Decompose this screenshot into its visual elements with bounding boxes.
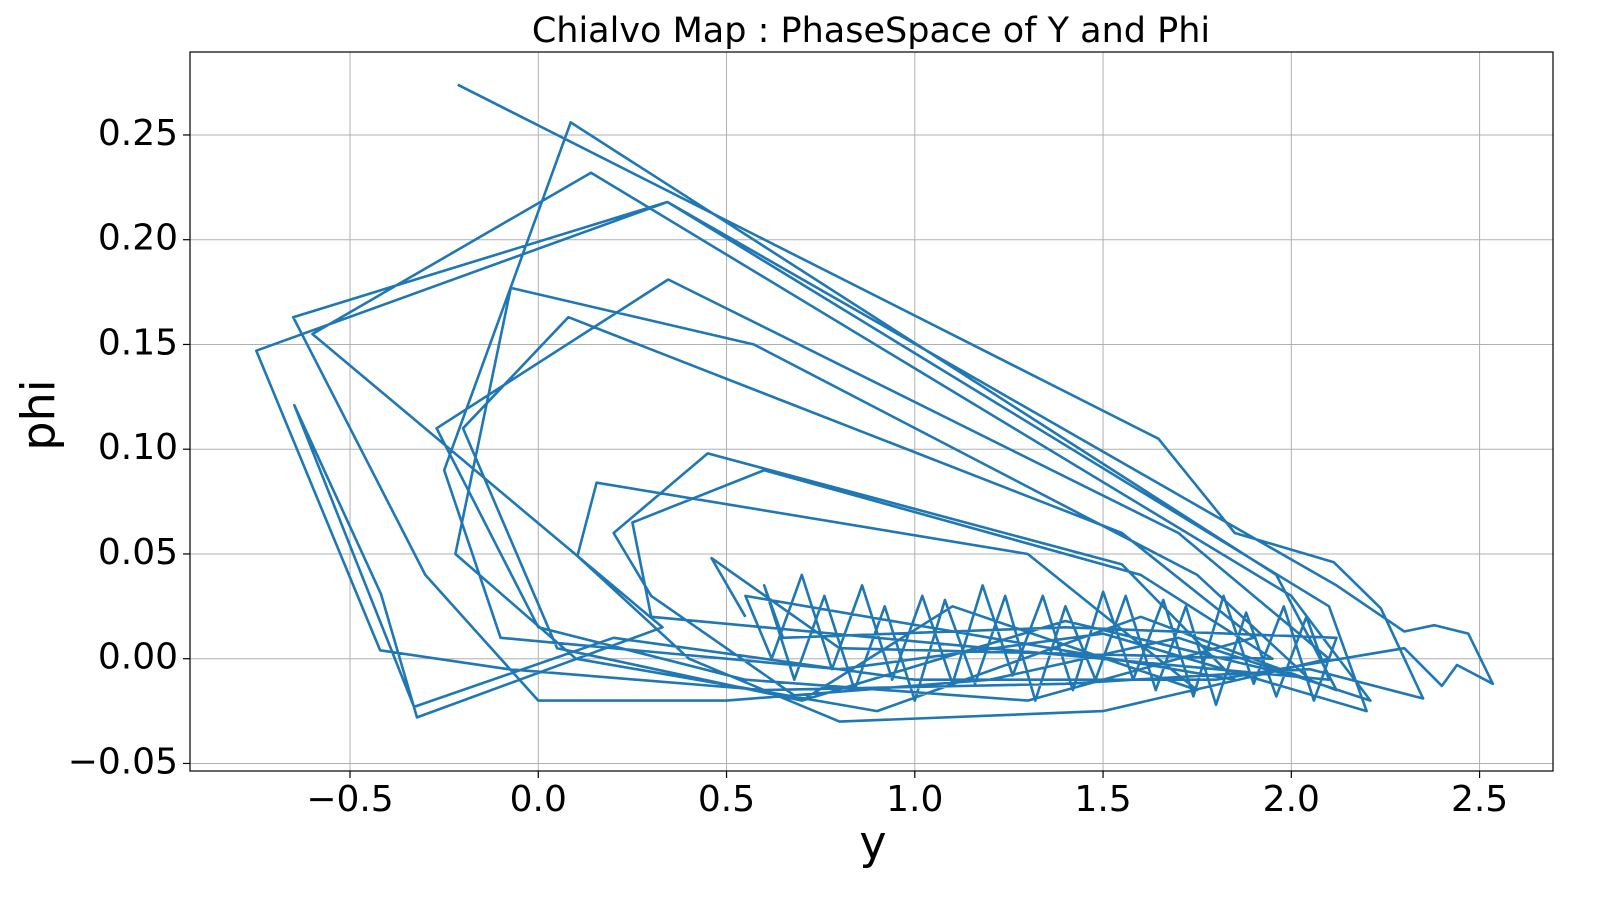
y-tick-label: 0.20 — [98, 218, 178, 259]
y-tick-label: −0.05 — [68, 741, 178, 782]
plot-frame — [189, 51, 1554, 772]
y-tick-label: 0.15 — [98, 322, 178, 363]
x-tick-label: 0.0 — [510, 779, 567, 820]
y-axis-label: phi — [12, 379, 66, 450]
x-tick-label: 1.0 — [886, 779, 943, 820]
x-tick-label: −0.5 — [306, 779, 393, 820]
y-tick-label: 0.10 — [98, 427, 178, 468]
y-tick-label: 0.25 — [98, 113, 178, 154]
y-tick-label: 0.05 — [98, 532, 178, 573]
x-tick-label: 2.0 — [1263, 779, 1320, 820]
x-axis-label: y — [859, 816, 886, 870]
x-tick-label: 0.5 — [698, 779, 755, 820]
x-tick-label: 2.5 — [1451, 779, 1508, 820]
data-line — [255, 83, 1495, 723]
chart-title: Chialvo Map : PhaseSpace of Y and Phi — [532, 11, 1210, 51]
x-tick-label: 1.5 — [1074, 779, 1131, 820]
y-tick-label: 0.00 — [98, 637, 178, 678]
